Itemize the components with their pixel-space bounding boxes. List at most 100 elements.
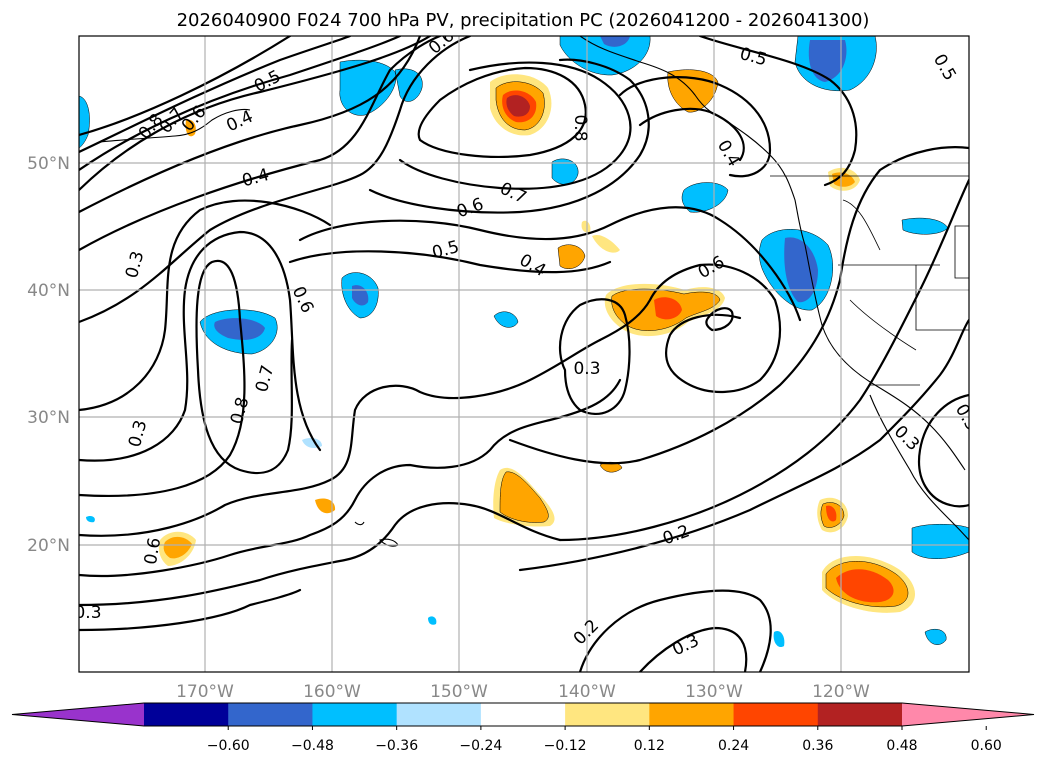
latitude-labels: 50°N 40°N 30°N 20°N <box>27 154 70 556</box>
pv-contour <box>79 36 472 324</box>
map-panel: 0.5 0.4 0.8 0.7 0.6 0.4 0.3 0.6 0.7 0.8 … <box>74 35 970 673</box>
pv-contour <box>79 378 622 578</box>
hawaii-island <box>354 521 365 526</box>
pv-contour <box>79 588 302 632</box>
lon-label: 140°W <box>558 682 616 702</box>
colorbar-extend-max <box>902 703 1034 726</box>
pv-contour <box>578 589 772 672</box>
colorbar-segment <box>396 703 482 726</box>
pv-contour <box>598 263 782 394</box>
state-border <box>954 225 969 279</box>
contour-label: 0.8 <box>570 114 590 141</box>
negative-precip-area <box>86 515 95 523</box>
lon-label: 120°W <box>812 682 870 702</box>
lon-label: 160°W <box>303 682 361 702</box>
negative-precip-area <box>773 630 785 648</box>
negative-precip-area <box>493 311 519 328</box>
pv-contour <box>288 250 612 274</box>
positive-precip-area <box>163 536 192 559</box>
colorbar-tick-label: −0.36 <box>375 738 418 754</box>
positive-precip-area <box>557 244 586 269</box>
colorbar-tick-label: −0.12 <box>544 738 587 754</box>
map-title: 2026040900 F024 700 hPa PV, precipitatio… <box>177 10 870 31</box>
pv-contour <box>79 502 562 607</box>
pv-contour <box>917 393 969 508</box>
pv-contour <box>368 58 650 214</box>
negative-precip-area <box>600 36 630 47</box>
colorbar: −0.60 −0.48 −0.36 −0.24 −0.12 0.12 0.24 0.36 0.4… <box>11 702 1035 754</box>
colorbar-extend-min <box>12 703 144 726</box>
colorbar-tick-label: −0.48 <box>291 738 334 754</box>
longitude-labels: 170°W 160°W 150°W 140°W 130°W 120°W <box>176 682 870 702</box>
baja-coastline <box>869 394 969 541</box>
colorbar-outline <box>11 702 1035 727</box>
positive-precip-area <box>499 471 549 523</box>
colorbar-tick-label: 0.48 <box>886 738 917 754</box>
pv-contour <box>698 36 858 187</box>
colorbar-segment <box>817 703 903 726</box>
contour-label: 0.3 <box>573 359 600 379</box>
negative-precip-area <box>911 524 969 559</box>
map-frame <box>78 35 970 673</box>
negative-precip-area <box>559 36 651 76</box>
pv-contour <box>79 36 432 192</box>
pv-contour <box>638 107 745 162</box>
pv-contour <box>618 76 772 178</box>
state-border <box>842 199 881 251</box>
lon-label: 170°W <box>176 682 234 702</box>
pv-contour <box>705 307 734 332</box>
colorbar-tick-label: 0.36 <box>802 738 833 754</box>
positive-precip-area <box>581 220 591 233</box>
positive-precip-area <box>836 569 894 603</box>
aleutian-coastline <box>99 108 251 143</box>
pv-contour <box>417 66 587 158</box>
state-border <box>849 299 917 351</box>
pv-contour <box>79 36 402 172</box>
pv-contour <box>638 626 748 672</box>
graticule <box>79 36 969 672</box>
colorbar-segment <box>144 703 229 726</box>
pv-contour <box>79 259 294 498</box>
pv-contour <box>79 338 602 537</box>
colorbar-tick-label: 0.24 <box>718 738 749 754</box>
negative-precip-area <box>214 318 265 340</box>
pv-contour <box>79 230 322 462</box>
lon-label: 130°W <box>685 682 743 702</box>
map-background <box>79 36 969 672</box>
negative-precip-area <box>428 616 437 625</box>
positive-precip-area <box>315 498 336 514</box>
pv-contour <box>298 206 802 322</box>
colorbar-segment <box>480 703 566 726</box>
negative-precip-area <box>784 237 818 303</box>
pv-contour <box>79 36 442 252</box>
positive-precip-area <box>592 234 620 253</box>
positive-precip-area <box>654 297 682 320</box>
coastlines <box>99 36 969 547</box>
pv-contour <box>558 298 631 415</box>
pv-contour <box>398 61 632 190</box>
colorbar-segment <box>312 703 398 726</box>
colorbar-tick-label: −0.60 <box>207 738 250 754</box>
colorbar-tick-label: 0.60 <box>971 738 1002 754</box>
na-west-coastline <box>579 36 966 471</box>
colorbar-segment <box>565 703 650 726</box>
positive-precip-area <box>506 95 530 117</box>
lat-label: 20°N <box>27 536 70 556</box>
colorbar-segment <box>733 703 819 726</box>
contour-label: 0.3 <box>74 603 101 623</box>
pv-contour <box>79 36 422 214</box>
pv-contour <box>79 199 332 412</box>
lat-label: 30°N <box>27 408 70 428</box>
colorbar-segment <box>649 703 735 726</box>
pv-contours <box>79 36 969 672</box>
lat-label: 40°N <box>27 281 70 301</box>
negative-precip-area <box>808 40 847 82</box>
state-border <box>915 265 969 331</box>
contour-label: 0.6 <box>141 536 165 566</box>
colorbar-tick-label: −0.24 <box>459 738 502 754</box>
colorbar-tick-label: 0.12 <box>634 738 665 754</box>
negative-precip-area <box>551 158 579 185</box>
negative-precip-area <box>924 629 947 645</box>
positive-precip-area <box>826 505 837 522</box>
